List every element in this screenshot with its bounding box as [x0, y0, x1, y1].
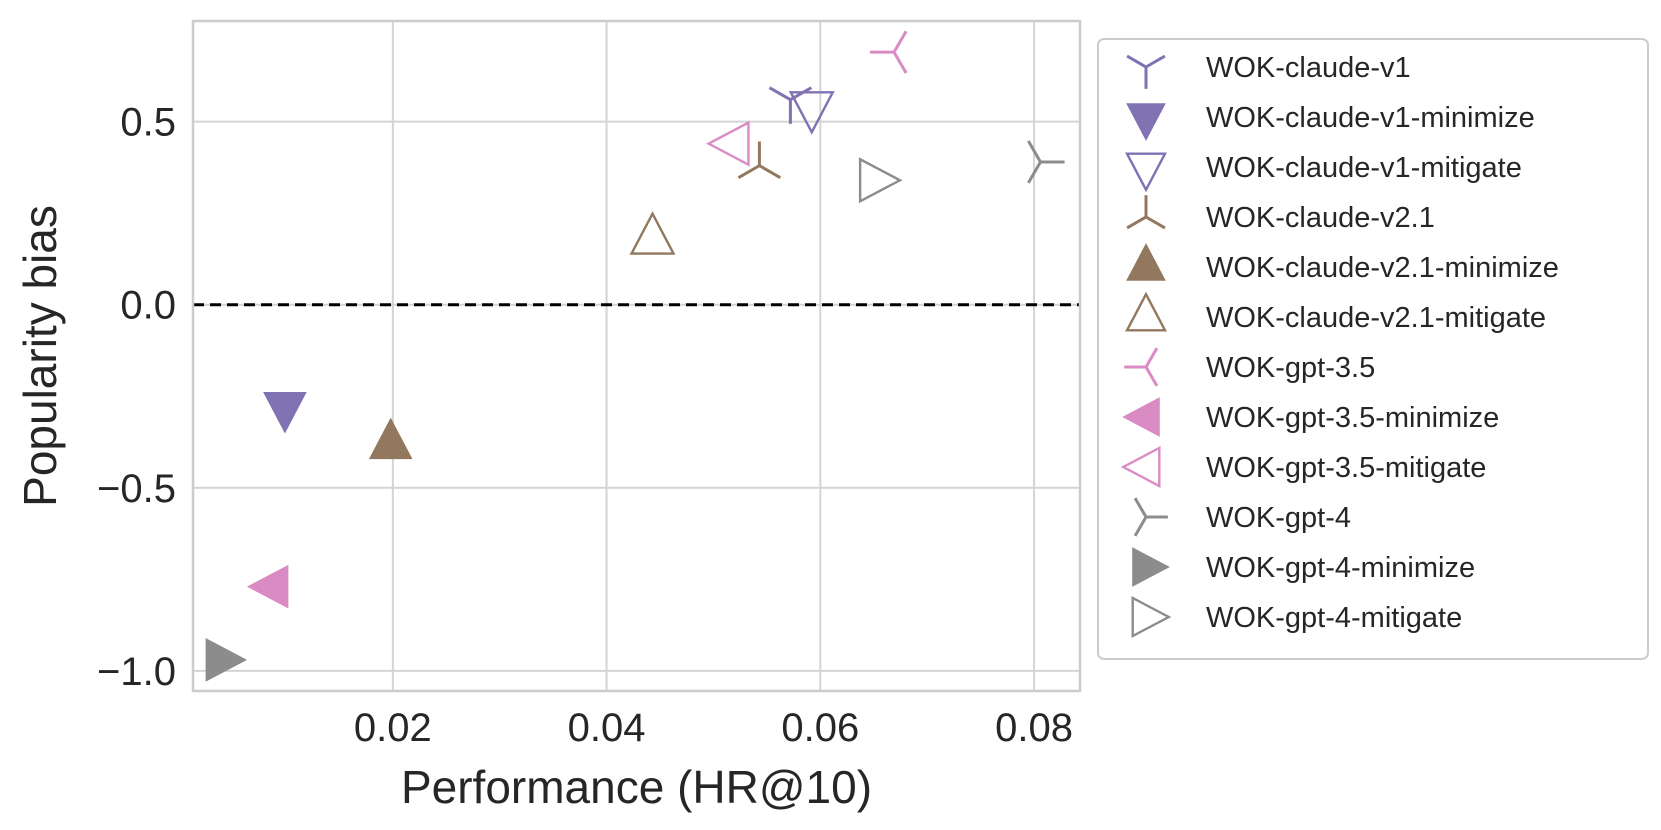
point-wok-claude-v1-minimize — [263, 392, 307, 434]
legend: WOK-claude-v1 WOK-claude-v1-minimize WOK-c… — [1097, 38, 1649, 660]
legend-label-wok-claude-v2-1-minimize: WOK-claude-v2.1-minimize — [1206, 252, 1559, 284]
legend-label-wok-claude-v2-1-mitigate: WOK-claude-v2.1-mitigate — [1206, 302, 1546, 334]
point-wok-gpt-3-5-mitigate — [705, 120, 750, 167]
legend-marker-wok-claude-v1-minimize — [1126, 103, 1166, 141]
plot-border — [191, 19, 1082, 693]
legend-item-wok-claude-v1-minimize: WOK-claude-v1-minimize — [1126, 102, 1535, 141]
legend-label-wok-gpt-3-5: WOK-gpt-3.5 — [1206, 352, 1375, 384]
legend-box — [1097, 38, 1649, 660]
legend-marker-wok-claude-v2-1-mitigate — [1125, 291, 1167, 332]
legend-label-wok-gpt-4: WOK-gpt-4 — [1206, 502, 1351, 534]
legend-label-wok-claude-v2-1: WOK-claude-v2.1 — [1206, 202, 1435, 234]
point-wok-claude-v1-mitigate — [788, 91, 835, 135]
legend-item-wok-claude-v1: WOK-claude-v1 — [1126, 52, 1411, 89]
x-tick-label-0-06: 0.06 — [781, 706, 859, 750]
legend-marker-wok-gpt-3-5-minimize — [1122, 397, 1160, 437]
legend-label-wok-gpt-3-5-mitigate: WOK-gpt-3.5-mitigate — [1206, 452, 1486, 484]
legend-item-wok-gpt-3-5-mitigate: WOK-gpt-3.5-mitigate — [1120, 446, 1486, 488]
legend-item-wok-claude-v2-1-mitigate: WOK-claude-v2.1-mitigate — [1125, 291, 1546, 334]
tick-labels: 0.02 0.04 0.06 0.08 0.5 0.0 −0.5 −1.0 — [97, 101, 1073, 750]
legend-item-wok-gpt-4: WOK-gpt-4 — [1133, 497, 1351, 537]
legend-item-wok-gpt-4-minimize: WOK-gpt-4-minimize — [1132, 547, 1475, 587]
x-tick-label-0-04: 0.04 — [568, 706, 646, 750]
data-points — [205, 30, 1065, 682]
legend-label-wok-claude-v1: WOK-claude-v1 — [1206, 52, 1411, 84]
x-tick-label-0-08: 0.08 — [995, 706, 1073, 750]
point-wok-gpt-4-minimize — [205, 638, 248, 682]
y-tick-label-0: 0.0 — [120, 284, 176, 328]
legend-marker-wok-gpt-4-mitigate — [1131, 596, 1172, 638]
y-tick-label-0-5: 0.5 — [120, 101, 176, 145]
point-wok-claude-v2-1-minimize — [368, 417, 413, 460]
legend-marker-wok-gpt-4-minimize — [1132, 547, 1170, 587]
legend-marker-wok-claude-v1 — [1126, 54, 1166, 89]
x-axis-label: Performance (HR@10) — [401, 761, 872, 813]
legend-item-wok-gpt-4-mitigate: WOK-gpt-4-mitigate — [1131, 596, 1462, 638]
legend-label-wok-gpt-3-5-minimize: WOK-gpt-3.5-minimize — [1206, 402, 1499, 434]
y-tick-label-1: −1.0 — [97, 650, 176, 694]
legend-item-wok-claude-v1-mitigate: WOK-claude-v1-mitigate — [1125, 152, 1522, 193]
legend-item-wok-claude-v2-1: WOK-claude-v2.1 — [1126, 195, 1435, 234]
legend-label-wok-claude-v1-mitigate: WOK-claude-v1-mitigate — [1206, 152, 1522, 184]
legend-label-wok-gpt-4-mitigate: WOK-gpt-4-mitigate — [1206, 602, 1462, 634]
axis-labels: Performance (HR@10) Popularity bias — [14, 205, 872, 813]
legend-item-wok-gpt-3-5: WOK-gpt-3.5 — [1124, 347, 1375, 387]
legend-marker-wok-gpt-3-5 — [1124, 347, 1159, 387]
point-wok-claude-v2-1-mitigate — [629, 211, 676, 255]
grid-lines — [193, 21, 1080, 691]
point-wok-claude-v2-1 — [737, 141, 782, 179]
legend-marker-wok-claude-v2-1-minimize — [1126, 243, 1166, 281]
legend-marker-wok-gpt-4 — [1133, 497, 1168, 537]
point-wok-gpt-3-5-minimize — [246, 564, 289, 609]
legend-item-wok-gpt-3-5-minimize: WOK-gpt-3.5-minimize — [1122, 397, 1499, 437]
y-axis-label: Popularity bias — [14, 205, 66, 507]
legend-marker-wok-gpt-3-5-mitigate — [1120, 446, 1161, 488]
legend-marker-wok-claude-v1-mitigate — [1125, 152, 1167, 193]
legend-item-wok-claude-v2-1-minimize: WOK-claude-v2.1-minimize — [1126, 243, 1559, 284]
y-tick-label-0-5: −0.5 — [97, 467, 176, 511]
point-wok-gpt-3-5 — [869, 30, 908, 74]
legend-label-wok-claude-v1-minimize: WOK-claude-v1-minimize — [1206, 102, 1535, 134]
plot-frame — [191, 19, 1082, 693]
legend-label-wok-gpt-4-minimize: WOK-gpt-4-minimize — [1206, 552, 1475, 584]
legend-marker-wok-claude-v2-1 — [1126, 195, 1166, 230]
x-tick-label-0-02: 0.02 — [354, 706, 432, 750]
point-wok-gpt-4-mitigate — [858, 157, 903, 204]
point-wok-gpt-4 — [1027, 140, 1065, 184]
